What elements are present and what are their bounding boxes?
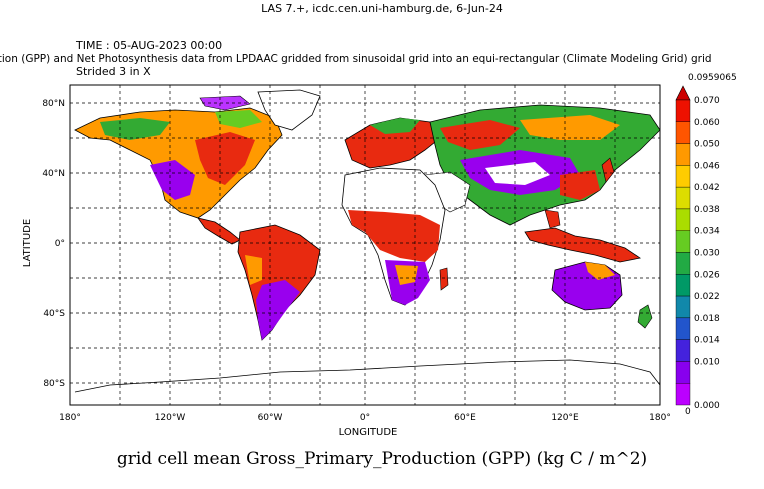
map-landmasses bbox=[74, 89, 661, 393]
lon-tick-120w: 120°W bbox=[155, 413, 186, 423]
variable-title: grid cell mean Gross_Primary_Production … bbox=[116, 449, 648, 469]
colorbar-tick-label: 0.010 bbox=[694, 357, 720, 367]
stride-label: Strided 3 in X bbox=[76, 65, 151, 78]
colorbar-swatch bbox=[675, 295, 691, 319]
colorbar-tick-label: 0.026 bbox=[694, 270, 720, 280]
lat-tick-40s: 40°S bbox=[43, 309, 65, 319]
lon-tick-180w: 180° bbox=[59, 413, 81, 423]
colorbar-swatch bbox=[675, 361, 691, 384]
central-america bbox=[197, 217, 241, 245]
dataset-description: ction (GPP) and Net Photosynthesis data … bbox=[0, 53, 712, 65]
colorbar-tick-label: 0.070 bbox=[694, 96, 720, 106]
lon-tick-120e: 120°E bbox=[551, 413, 579, 423]
colorbar-swatch bbox=[675, 252, 691, 275]
antarctica bbox=[74, 359, 661, 393]
maritime-southeast-asia bbox=[524, 227, 642, 263]
lon-tick-60w: 60°W bbox=[258, 413, 283, 423]
colorbar-swatch bbox=[675, 339, 691, 362]
lat-tick-80n: 80°N bbox=[42, 99, 65, 109]
colorbar-tick-label: 0.022 bbox=[694, 292, 720, 302]
colorbar-swatch bbox=[675, 121, 691, 144]
lon-tick-60e: 60°E bbox=[454, 413, 476, 423]
colorbar-swatch bbox=[675, 383, 691, 406]
colorbar-swatch bbox=[675, 274, 691, 297]
colorbar-tick-label: 0.050 bbox=[694, 140, 720, 150]
greenland bbox=[257, 89, 321, 131]
lon-tick-180e: 180° bbox=[649, 413, 671, 423]
colorbar-tick-label: 0.014 bbox=[694, 336, 720, 346]
plot-header: LAS 7.+, icdc.cen.uni-hamburg.de, 6-Jun-… bbox=[261, 2, 503, 15]
colorbar-swatch bbox=[675, 165, 691, 188]
colorbar-tick-label: 0.000 bbox=[694, 401, 720, 411]
colorbar: 0.070 0.060 0.050 0.046 0.042 0.038 0.034 0.030… bbox=[675, 85, 720, 411]
colorbar-tick-label: 0.046 bbox=[694, 161, 720, 171]
colorbar-swatch bbox=[675, 208, 691, 231]
lat-tick-80s: 80°S bbox=[43, 379, 65, 389]
map-gridlines bbox=[70, 85, 660, 405]
colorbar-tick-label: 0.018 bbox=[694, 314, 720, 324]
lat-tick-40n: 40°N bbox=[42, 169, 65, 179]
colorbar-swatch bbox=[675, 186, 691, 210]
colorbar-max-label: 0.0959065 bbox=[688, 73, 737, 83]
colorbar-tick-label: 0.038 bbox=[694, 205, 720, 215]
lon-tick-0: 0° bbox=[360, 413, 370, 423]
colorbar-tick-label: 0.060 bbox=[694, 118, 720, 128]
colorbar-min-label: 0 bbox=[685, 407, 691, 417]
colorbar-overflow-triangle bbox=[675, 85, 691, 101]
colorbar-tick-label: 0.042 bbox=[694, 183, 720, 193]
colorbar-swatch bbox=[675, 99, 691, 122]
colorbar-swatch bbox=[675, 317, 691, 340]
y-axis-label: LATITUDE bbox=[22, 218, 33, 268]
colorbar-tick-label: 0.034 bbox=[694, 227, 720, 237]
x-axis-label: LONGITUDE bbox=[338, 427, 398, 438]
time-label: TIME : 05-AUG-2023 00:00 bbox=[76, 39, 223, 52]
colorbar-swatch bbox=[675, 230, 691, 253]
lat-tick-0: 0° bbox=[55, 239, 65, 249]
colorbar-swatch bbox=[675, 143, 691, 166]
colorbar-tick-label: 0.030 bbox=[694, 249, 720, 259]
